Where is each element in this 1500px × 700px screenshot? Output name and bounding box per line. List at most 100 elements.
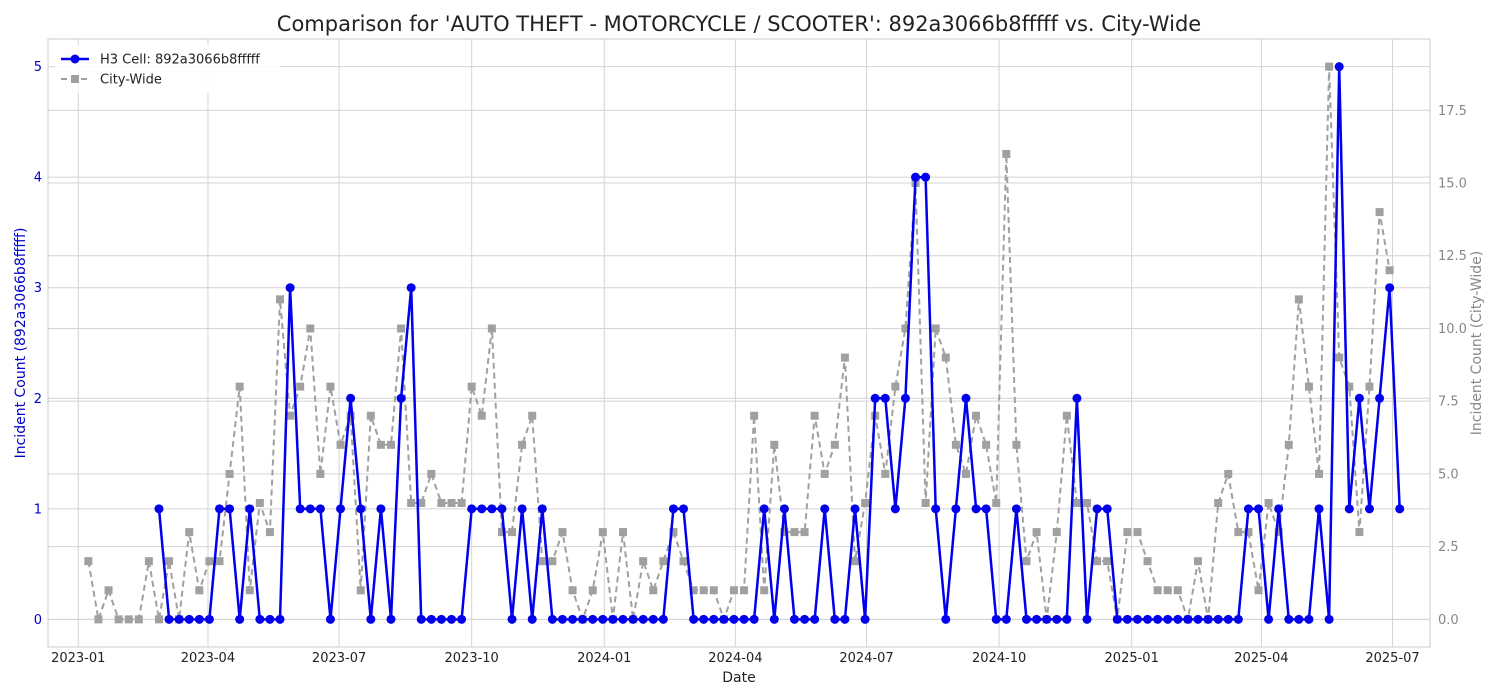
city-wide-point xyxy=(760,586,769,595)
h3-cell-point xyxy=(184,614,194,624)
city-wide-point xyxy=(891,382,900,391)
h3-cell-point xyxy=(1314,504,1324,514)
h3-cell-point xyxy=(1254,504,1264,514)
plot-frame xyxy=(47,38,1431,648)
h3-cell-point xyxy=(457,614,467,624)
city-wide-point xyxy=(1072,499,1081,507)
h3-cell-point xyxy=(1122,614,1132,624)
city-wide-point xyxy=(770,440,779,449)
h3-cell-point xyxy=(1021,614,1031,624)
city-wide-point xyxy=(225,469,234,478)
city-wide-point xyxy=(1173,586,1182,595)
city-wide-point xyxy=(467,382,476,391)
h3-cell-point xyxy=(1223,614,1233,624)
h3-cell-point xyxy=(598,614,608,624)
h3-cell-point xyxy=(1334,62,1344,72)
left-y-tick-label: 5 xyxy=(34,60,42,75)
left-y-tick-label: 3 xyxy=(34,281,42,296)
city-wide-point xyxy=(750,411,759,420)
city-wide-point xyxy=(437,499,446,507)
h3-cell-point xyxy=(900,393,910,403)
h3-cell-point xyxy=(850,504,860,514)
city-wide-point xyxy=(487,324,496,333)
h3-cell-point xyxy=(315,504,325,514)
city-wide-point xyxy=(165,557,174,566)
legend-city-marker xyxy=(71,75,79,83)
h3-cell-point xyxy=(921,172,931,182)
right-y-axis-label: Incident Count (City-Wide) xyxy=(1469,251,1485,435)
city-wide-point xyxy=(679,557,688,566)
city-wide-point xyxy=(810,411,819,420)
h3-cell-point xyxy=(527,614,537,624)
city-wide-point xyxy=(921,499,930,507)
h3-cell-point xyxy=(245,504,255,514)
h3-cell-point xyxy=(477,504,487,514)
h3-cell-point xyxy=(709,614,719,624)
city-wide-point xyxy=(1103,557,1112,566)
h3-cell-point xyxy=(981,504,991,514)
city-wide-point xyxy=(639,557,648,566)
h3-cell-point xyxy=(759,504,769,514)
city-wide-point xyxy=(780,528,789,537)
x-tick-label: 2024-04 xyxy=(708,651,762,666)
city-wide-point xyxy=(124,615,133,624)
city-wide-point xyxy=(326,382,335,391)
right-y-tick-label: 17.5 xyxy=(1438,104,1467,119)
city-wide-point xyxy=(790,528,799,537)
city-wide-point xyxy=(1062,411,1071,420)
h3-cell-point xyxy=(487,504,497,514)
city-wide-point xyxy=(497,528,506,537)
city-wide-point xyxy=(457,499,466,507)
h3-cell-point xyxy=(800,614,810,624)
h3-cell-point xyxy=(436,614,446,624)
city-wide-point xyxy=(134,615,143,624)
h3-cell-point xyxy=(164,614,174,624)
city-wide-point xyxy=(861,499,870,507)
h3-cell-point xyxy=(1193,614,1203,624)
city-wide-point xyxy=(649,586,658,595)
h3-cell-point xyxy=(1092,504,1102,514)
city-wide-point xyxy=(276,295,285,304)
city-wide-point xyxy=(1214,499,1223,507)
city-wide-point xyxy=(447,499,456,507)
right-y-tick-label: 12.5 xyxy=(1438,249,1467,264)
city-wide-point xyxy=(1274,528,1283,537)
right-y-tick-label: 10.0 xyxy=(1438,322,1467,337)
x-tick-label: 2023-01 xyxy=(51,651,105,666)
city-wide-point xyxy=(961,469,970,478)
h3-cell-point xyxy=(467,504,477,514)
h3-cell-point xyxy=(931,504,941,514)
city-wide-point xyxy=(215,557,224,566)
city-wide-point xyxy=(518,440,527,449)
city-wide-point xyxy=(659,557,668,566)
h3-cell-point xyxy=(1072,393,1082,403)
h3-cell-point xyxy=(608,614,618,624)
h3-cell-point xyxy=(507,614,517,624)
h3-cell-point xyxy=(235,614,245,624)
chart-title: Comparison for 'AUTO THEFT - MOTORCYCLE … xyxy=(277,12,1201,36)
city-wide-point xyxy=(1244,528,1253,537)
h3-cell-point xyxy=(1102,504,1112,514)
right-y-tick-label: 2.5 xyxy=(1438,540,1459,555)
h3-cell-point xyxy=(668,504,678,514)
city-wide-point xyxy=(235,382,244,391)
city-wide-point xyxy=(538,557,547,566)
h3-cell-point xyxy=(1112,614,1122,624)
h3-cell-point xyxy=(295,504,305,514)
city-wide-point xyxy=(941,353,950,362)
left-y-tick-label: 1 xyxy=(34,502,42,517)
city-wide-point xyxy=(1264,499,1273,507)
h3-cell-point xyxy=(1395,504,1405,514)
city-wide-point xyxy=(588,586,597,595)
left-y-axis-label: Incident Count (892a3066b8fffff) xyxy=(13,228,29,459)
city-wide-point xyxy=(84,557,93,566)
city-wide-point xyxy=(407,499,416,507)
h3-cell-point xyxy=(1385,283,1395,293)
city-wide-point xyxy=(104,586,113,595)
city-wide-point xyxy=(982,440,991,449)
city-wide-point xyxy=(992,499,1001,507)
legend-h3-marker xyxy=(70,54,80,64)
city-wide-point xyxy=(709,586,718,595)
right-y-tick-label: 0.0 xyxy=(1438,613,1459,628)
city-wide-point xyxy=(255,499,264,507)
